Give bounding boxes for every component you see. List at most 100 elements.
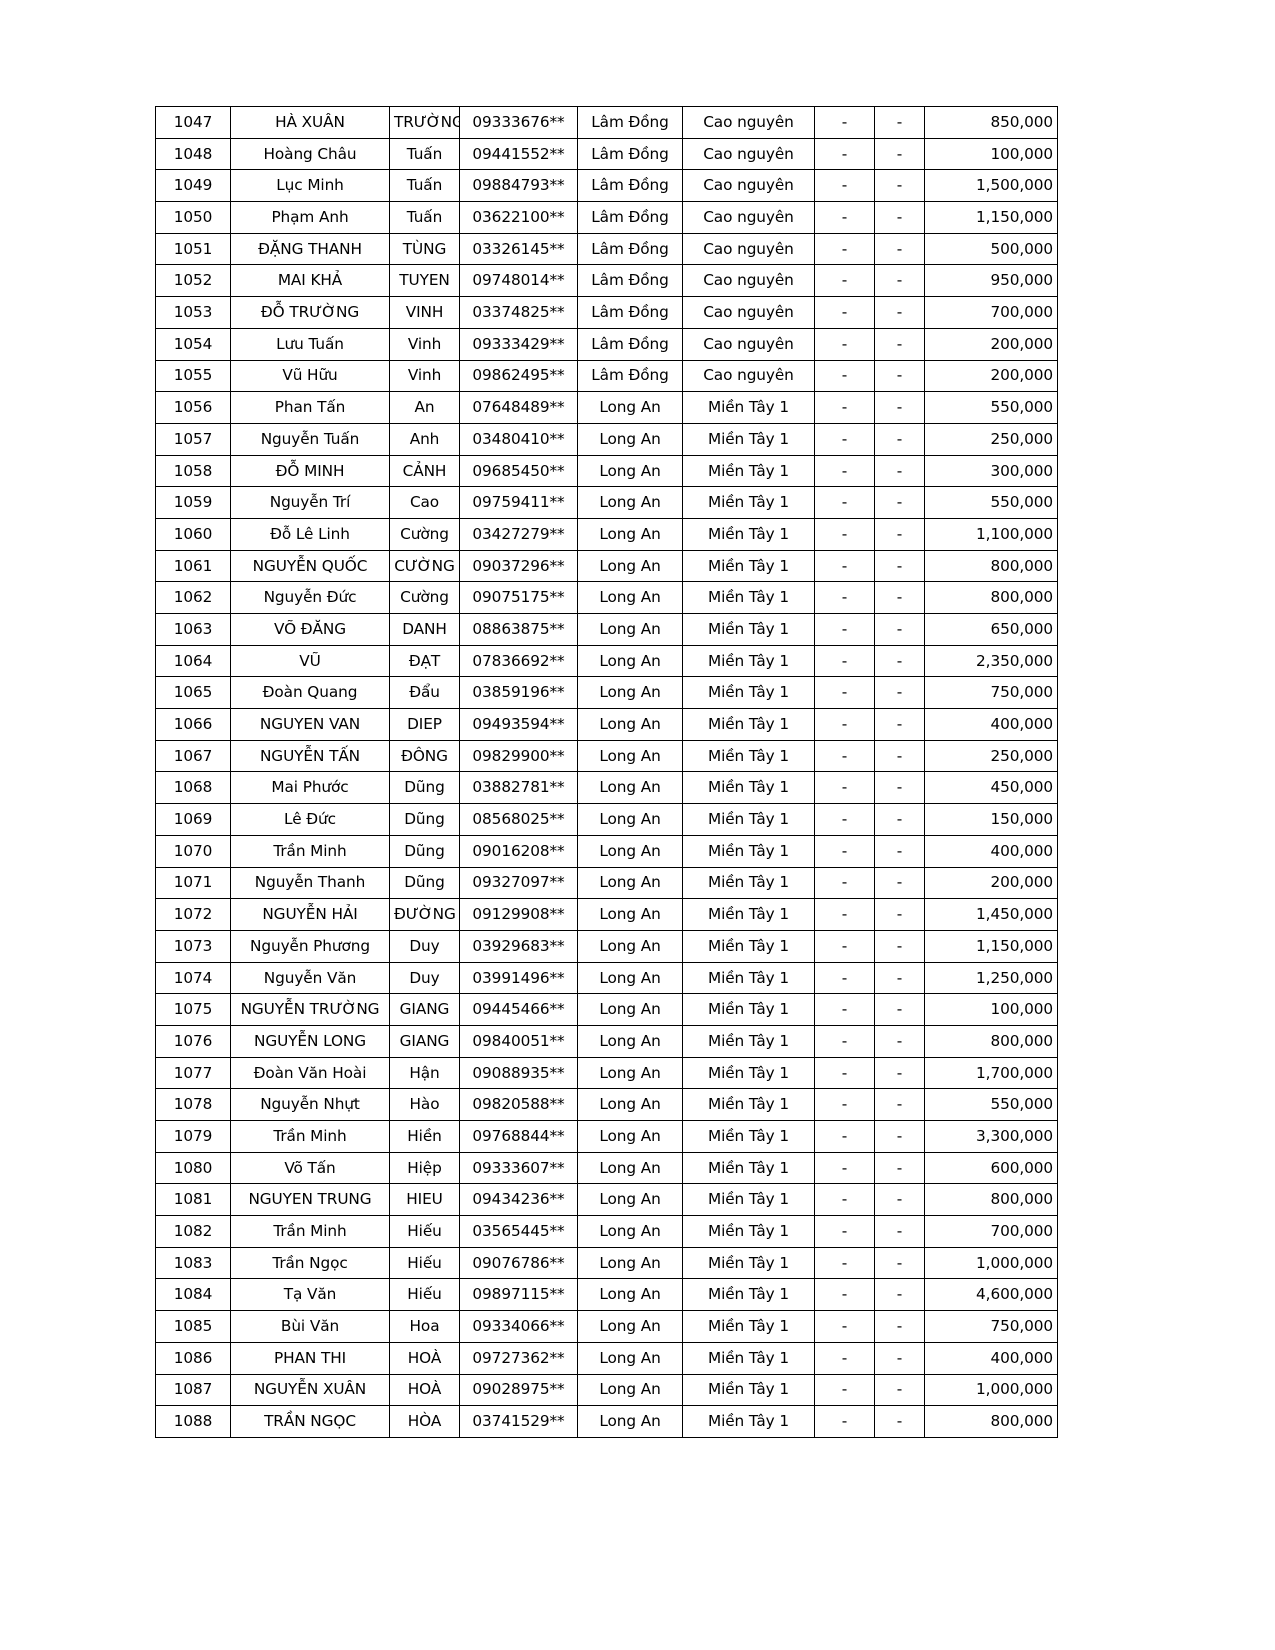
row-phone-cell: 03929683** xyxy=(459,929,578,963)
row-region-cell: Miền Tây 1 xyxy=(682,1373,815,1407)
row-amount-cell: 550,000 xyxy=(924,1088,1058,1121)
row-placeholder1-cell: - xyxy=(814,486,875,519)
row-phone-cell: 09088935** xyxy=(459,1056,578,1090)
row-givenname-cell: TRƯỜNG xyxy=(389,106,460,139)
row-givenname-cell: Dũng xyxy=(389,771,460,805)
row-amount-cell: 400,000 xyxy=(924,708,1058,741)
row-amount-cell: 1,100,000 xyxy=(924,517,1058,551)
row-region-cell: Miền Tây 1 xyxy=(682,613,815,646)
row-province-cell: Long An xyxy=(577,391,683,424)
row-province-cell: Long An xyxy=(577,1341,683,1375)
row-placeholder2-cell: - xyxy=(874,169,925,203)
row-placeholder1-cell: - xyxy=(814,1373,875,1407)
row-placeholder1-cell: - xyxy=(814,1246,875,1280)
table-row: 1054 Lưu Tuấn Vinh 09333429** Lâm Đồng Cao ng… xyxy=(155,327,1058,361)
row-region-cell: Cao nguyên xyxy=(682,327,815,361)
row-amount-cell: 200,000 xyxy=(924,866,1058,900)
row-amount-cell: 600,000 xyxy=(924,1151,1058,1185)
row-placeholder1-cell: - xyxy=(814,106,875,139)
row-placeholder2-cell: - xyxy=(874,232,925,266)
row-phone-cell: 09884793** xyxy=(459,169,578,203)
row-amount-cell: 800,000 xyxy=(924,1024,1058,1058)
table-row: 1079 Trần Minh Hiền 09768844** Long An Miền T… xyxy=(155,1120,1058,1153)
row-placeholder1-cell: - xyxy=(814,137,875,171)
row-province-cell: Lâm Đồng xyxy=(577,106,683,139)
row-placeholder1-cell: - xyxy=(814,1151,875,1185)
row-amount-cell: 3,300,000 xyxy=(924,1120,1058,1153)
row-amount-cell: 1,500,000 xyxy=(924,169,1058,203)
row-placeholder2-cell: - xyxy=(874,739,925,773)
row-givenname-cell: ĐƯỜNG xyxy=(389,898,460,931)
row-phone-cell: 09768844** xyxy=(459,1120,578,1153)
row-phone-cell: 09076786** xyxy=(459,1246,578,1280)
row-placeholder2-cell: - xyxy=(874,708,925,741)
table-row: 1072 NGUYỄN HẢI ĐƯỜNG 09129908** Long An Miền… xyxy=(155,898,1058,931)
row-id-cell: 1048 xyxy=(155,137,231,171)
row-id-cell: 1056 xyxy=(155,391,231,424)
row-province-cell: Long An xyxy=(577,771,683,805)
row-placeholder1-cell: - xyxy=(814,993,875,1026)
row-placeholder2-cell: - xyxy=(874,391,925,424)
row-phone-cell: 09829900** xyxy=(459,739,578,773)
row-placeholder2-cell: - xyxy=(874,644,925,678)
row-placeholder2-cell: - xyxy=(874,1405,925,1438)
row-province-cell: Long An xyxy=(577,517,683,551)
row-amount-cell: 1,450,000 xyxy=(924,898,1058,931)
row-province-cell: Lâm Đồng xyxy=(577,232,683,266)
row-surname-cell: NGUYỄN TRƯỜNG xyxy=(230,993,390,1026)
row-givenname-cell: Duy xyxy=(389,929,460,963)
row-id-cell: 1076 xyxy=(155,1024,231,1058)
table-row: 1055 Vũ Hữu Vinh 09862495** Lâm Đồng Cao nguy… xyxy=(155,359,1058,393)
row-surname-cell: VÕ ĐĂNG xyxy=(230,613,390,646)
row-province-cell: Long An xyxy=(577,549,683,583)
row-id-cell: 1062 xyxy=(155,581,231,614)
row-amount-cell: 800,000 xyxy=(924,581,1058,614)
row-placeholder2-cell: - xyxy=(874,549,925,583)
table-row: 1063 VÕ ĐĂNG DANH 08863875** Long An Miền Tây… xyxy=(155,613,1058,646)
table-row: 1087 NGUYỄN XUÂN HOÀ 09028975** Long An Miền … xyxy=(155,1373,1058,1407)
row-placeholder2-cell: - xyxy=(874,1246,925,1280)
row-placeholder1-cell: - xyxy=(814,803,875,836)
row-province-cell: Long An xyxy=(577,422,683,456)
table-row: 1082 Trần Minh Hiếu 03565445** Long An Miền T… xyxy=(155,1215,1058,1248)
row-placeholder2-cell: - xyxy=(874,264,925,298)
row-id-cell: 1080 xyxy=(155,1151,231,1185)
row-id-cell: 1069 xyxy=(155,803,231,836)
row-givenname-cell: CẢNH xyxy=(389,454,460,488)
row-region-cell: Miền Tây 1 xyxy=(682,803,815,836)
row-phone-cell: 09445466** xyxy=(459,993,578,1026)
row-placeholder2-cell: - xyxy=(874,327,925,361)
row-placeholder1-cell: - xyxy=(814,613,875,646)
row-phone-cell: 08863875** xyxy=(459,613,578,646)
row-id-cell: 1087 xyxy=(155,1373,231,1407)
row-givenname-cell: Hiếu xyxy=(389,1246,460,1280)
row-region-cell: Cao nguyên xyxy=(682,296,815,329)
row-province-cell: Lâm Đồng xyxy=(577,327,683,361)
row-amount-cell: 800,000 xyxy=(924,1183,1058,1217)
row-phone-cell: 09493594** xyxy=(459,708,578,741)
row-phone-cell: 07836692** xyxy=(459,644,578,678)
row-surname-cell: Tạ Văn xyxy=(230,1278,390,1312)
row-region-cell: Miền Tây 1 xyxy=(682,771,815,805)
row-placeholder1-cell: - xyxy=(814,866,875,900)
row-phone-cell: 03480410** xyxy=(459,422,578,456)
row-id-cell: 1071 xyxy=(155,866,231,900)
row-region-cell: Miền Tây 1 xyxy=(682,929,815,963)
row-province-cell: Long An xyxy=(577,803,683,836)
row-placeholder2-cell: - xyxy=(874,1373,925,1407)
row-placeholder1-cell: - xyxy=(814,771,875,805)
row-province-cell: Long An xyxy=(577,581,683,614)
row-placeholder1-cell: - xyxy=(814,961,875,995)
row-id-cell: 1053 xyxy=(155,296,231,329)
row-placeholder2-cell: - xyxy=(874,1278,925,1312)
row-surname-cell: Trần Minh xyxy=(230,834,390,868)
row-phone-cell: 09016208** xyxy=(459,834,578,868)
row-phone-cell: 09748014** xyxy=(459,264,578,298)
row-placeholder2-cell: - xyxy=(874,1120,925,1153)
row-phone-cell: 09333676** xyxy=(459,106,578,139)
row-province-cell: Lâm Đồng xyxy=(577,296,683,329)
table-row: 1081 NGUYEN TRUNG HIEU 09434236** Long An Miề… xyxy=(155,1183,1058,1217)
row-id-cell: 1082 xyxy=(155,1215,231,1248)
row-placeholder2-cell: - xyxy=(874,296,925,329)
row-id-cell: 1074 xyxy=(155,961,231,995)
